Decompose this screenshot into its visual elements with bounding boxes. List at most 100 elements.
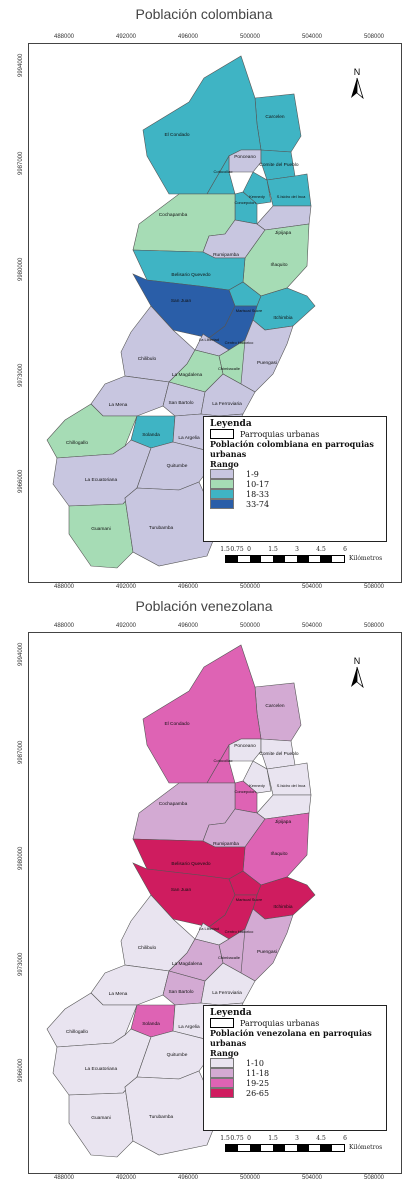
legend-boundary-label: Parroquias urbanas [240,429,320,439]
scale-segment [249,556,262,562]
legend-classes: 1-10 11-18 19-25 26-65 [204,1058,386,1098]
parish-label-carcelen: Carcelen [265,114,285,120]
parish-label-la-argelia: La Argelia [178,1024,200,1030]
parish-label-quitumbe: Quitumbe [167,463,188,469]
parish-label-belisario-quevedo: Belisario Quevedo [171,861,211,867]
parish-label-la-magdalena: La Magdalena [172,372,203,378]
parish-carcelen [254,682,302,742]
scale-segment [296,1145,309,1151]
parish-label-la-libertad: La Libertad [199,926,219,931]
map-frame: Carcelen El Condado Ponceano Comite del Pue… [28,632,402,1174]
legend-boundary: Parroquias urbanas [210,429,386,439]
north-arrow: N [347,655,367,694]
parish-label-chillogallo: Chillogallo [66,440,88,446]
legend-class-label: 11-18 [246,1068,270,1078]
scale-bar: 1.5 0.75 0 1.5 3 4.5 6 Kilómetros [220,546,382,563]
legend-class: 10-17 [210,479,386,489]
scale-segment [226,556,238,562]
x-tick-label: 496000 [177,34,199,40]
x-tick-label: 492000 [115,584,137,590]
legend-swatch [210,489,234,499]
scale-segment [226,1145,238,1151]
map-title: Población colombiana [135,6,273,22]
parish-label-inaquito: Iñaquito [270,262,287,268]
parish-label-la-magdalena: La Magdalena [172,961,203,967]
scale-segment [249,1145,262,1151]
legend-subtitle: Población venezolana en parroquias urban… [210,1028,372,1048]
legend-range-label: Rango [210,1048,239,1058]
parish-label-concepcion: Concepcion [234,200,255,205]
x-tick-label: 504000 [301,584,323,590]
x-tick-label: 488000 [53,34,75,40]
map-frame: Carcelen El Condado Ponceano Comite del Pue… [28,43,402,583]
parish-turubamba [124,481,220,567]
x-tick-label: 492000 [115,34,137,40]
svg-text:N: N [354,656,361,666]
parish-label-la-ecuatoriana: La Ecuatoriana [85,1066,118,1072]
legend-swatch [210,1078,234,1088]
parish-la-mena [90,964,170,1006]
legend-subtitle: Población colombiana en parroquias urban… [210,439,374,459]
scale-label: 4.5 [316,1135,326,1142]
legend: Leyenda Parroquias urbanas Población col… [203,416,387,542]
map-title: Población venezolana [135,598,273,614]
x-tick-label: 500000 [239,623,261,629]
legend-heading: Leyenda [210,1008,252,1018]
scale-segment [320,1145,333,1151]
scale-bar-segments [225,555,345,563]
parish-label-san-juan: San Juan [171,887,192,893]
parish-el-condado [142,644,262,784]
x-tick-label: 500000 [239,34,261,40]
legend-class: 33-74 [210,499,386,509]
x-tick-label: 508000 [363,1175,385,1181]
scale-label: 1.5 [220,546,230,553]
legend: Leyenda Parroquias urbanas Población ven… [203,1005,387,1131]
legend-heading: Leyenda [210,419,252,429]
parish-label-cochapamba: Cochapamba [159,212,188,218]
scale-segment [320,556,333,562]
x-tick-label: 508000 [363,34,385,40]
map-panel-colombiana: Población colombiana 488000 492000 496000 5… [18,6,402,590]
parish-label-la-mena: La Mena [109,402,128,408]
legend-class: 1-10 [210,1058,386,1068]
scale-segment [284,556,297,562]
y-tick-label: 9966000 [18,469,24,493]
parish-label-solanda: Solanda [142,1021,160,1027]
scale-label: 1.5 [268,546,278,553]
y-tick-label: 9973000 [18,952,24,976]
parish-label-la-ecuatoriana: La Ecuatoriana [85,477,118,483]
parish-label-la-libertad: La Libertad [199,337,219,342]
parish-label-puengasi: Puengasi [257,949,277,955]
x-tick-label: 492000 [115,1175,137,1181]
y-tick-label: 9973000 [18,363,24,387]
scale-label: 0 [247,1135,251,1142]
scale-label: 3 [295,546,299,553]
map-panel-venezolana: Población venezolana 488000 492000 496000 5… [0,594,408,1188]
parish-label-comite-del-pueblo: Comite del Pueblo [259,162,299,168]
legend-boundary: Parroquias urbanas [210,1018,386,1028]
scale-label: 1.5 [220,1135,230,1142]
parish-label-san-bartolo: San Bartolo [168,400,193,406]
parish-label-ponceano: Ponceano [234,154,256,160]
parish-turubamba [124,1070,220,1156]
x-tick-label: 488000 [53,623,75,629]
parish-label-centro-historico: Centro Historico [225,929,254,934]
parish-label-mariscal-sucre: Mariscal Sucre [236,897,263,902]
legend-class: 18-33 [210,489,386,499]
scale-labels: 1.5 0.75 0 1.5 3 4.5 6 [220,1135,347,1144]
parish-label-carcelen: Carcelen [265,703,285,709]
scale-segment [308,1145,321,1151]
parish-label-turubamba: Turubamba [149,525,174,531]
parish-s-isidro-del-inca [266,173,312,207]
x-tick-label: 496000 [177,1175,199,1181]
scale-label: 0.75 [230,1135,244,1142]
legend-class: 26-65 [210,1088,386,1098]
parish-label-el-condado: El Condado [164,721,189,727]
x-tick-label: 488000 [53,584,75,590]
scale-unit: Kilómetros [349,555,383,562]
parish-label-la-ferroviaria: La Ferroviaria [212,990,242,996]
x-tick-label: 504000 [301,1175,323,1181]
scale-label: 3 [295,1135,299,1142]
parish-label-inaquito: Iñaquito [270,851,287,857]
scale-bar: 1.5 0.75 0 1.5 3 4.5 6 Kilómetros [220,1135,382,1152]
